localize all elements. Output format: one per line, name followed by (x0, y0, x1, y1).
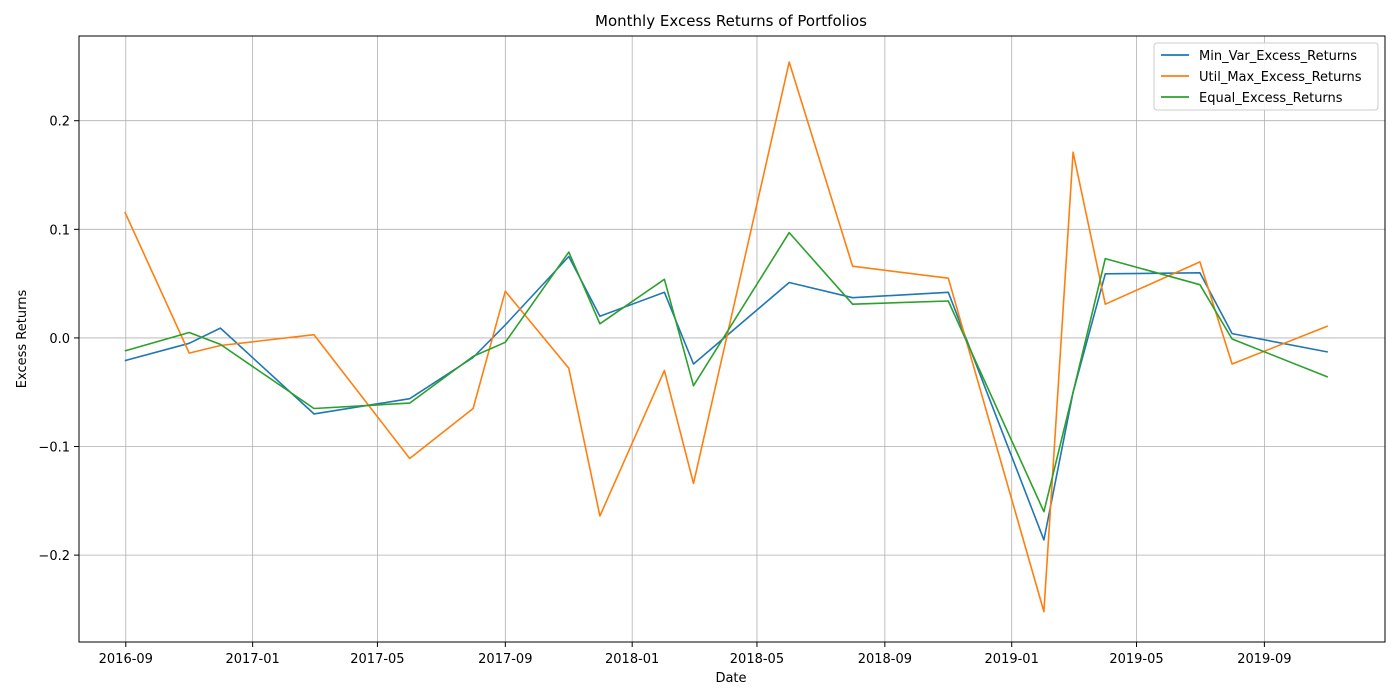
x-tick-label: 2019-09 (1237, 652, 1291, 667)
x-tick-label: 2019-01 (985, 652, 1039, 667)
x-tick-label: 2016-09 (99, 652, 153, 667)
x-tick-label: 2019-05 (1109, 652, 1163, 667)
grid (79, 36, 1385, 642)
x-tick-label: 2018-09 (858, 652, 912, 667)
series-line-equal-excess-returns (124, 231, 1329, 513)
legend-label: Min_Var_Excess_Returns (1199, 49, 1357, 64)
plot-frame (78, 35, 1386, 643)
x-tick-label: 2018-01 (605, 652, 659, 667)
legend-box (1153, 42, 1379, 111)
x-tick-label: 2018-05 (730, 652, 784, 667)
legend-label: Util_Max_Excess_Returns (1199, 70, 1362, 85)
series-lines (124, 61, 1329, 613)
x-tick-label: 2017-05 (350, 652, 404, 667)
x-tick-label: 2017-09 (478, 652, 532, 667)
y-tick-label: −0.1 (38, 441, 70, 456)
legend: Min_Var_Excess_Returns Util_Max_Excess_Re… (1153, 42, 1379, 111)
x-axis-label: Date (715, 671, 746, 686)
y-tick-label: −0.2 (38, 549, 70, 564)
y-axis: −0.2 −0.1 0.0 0.1 0.2 (38, 115, 79, 564)
chart-title: Monthly Excess Returns of Portfolios (595, 12, 867, 30)
legend-label: Equal_Excess_Returns (1199, 91, 1343, 106)
series-line-min-var-excess-returns (124, 255, 1328, 541)
y-tick-label: 0.1 (49, 223, 70, 238)
x-tick-label: 2017-01 (225, 652, 279, 667)
x-axis: 2016-09 2017-01 2017-05 2017-09 2018-01 2018-… (99, 642, 1292, 667)
series-line-util-max-excess-returns (124, 61, 1329, 613)
y-axis-label: Excess Returns (15, 290, 30, 389)
y-tick-label: 0.2 (49, 115, 70, 130)
y-tick-label: 0.0 (49, 332, 70, 347)
